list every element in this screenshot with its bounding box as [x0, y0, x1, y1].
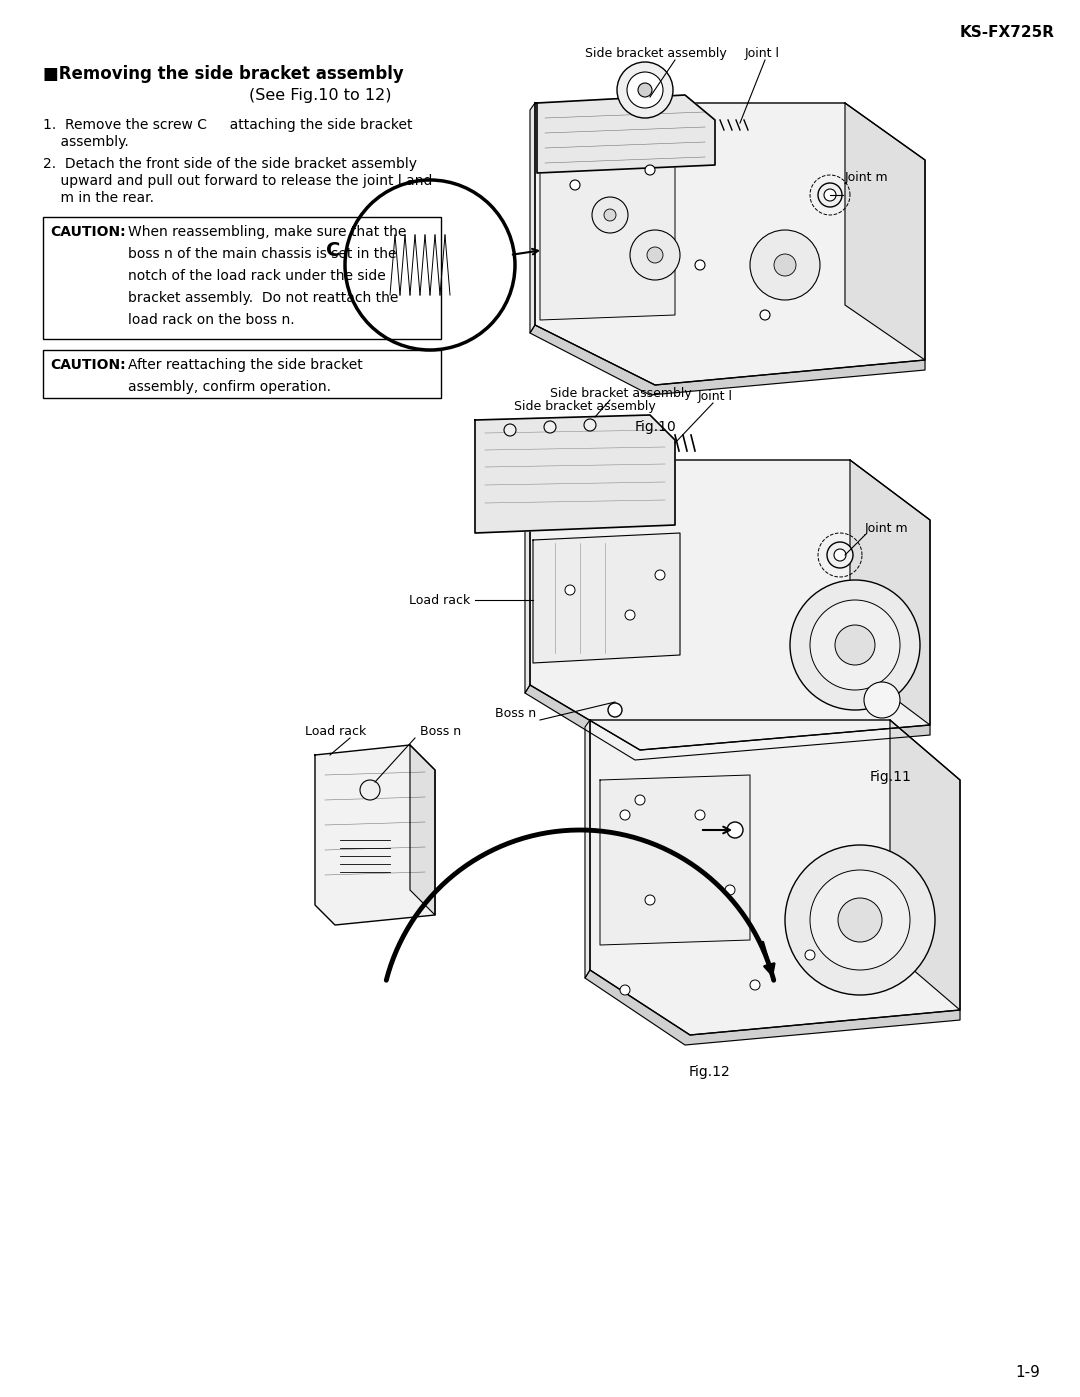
Polygon shape: [475, 415, 675, 534]
Polygon shape: [410, 745, 435, 915]
Polygon shape: [315, 745, 435, 925]
Circle shape: [592, 197, 627, 233]
Text: Fig.10: Fig.10: [634, 420, 676, 434]
Circle shape: [604, 210, 616, 221]
Circle shape: [504, 425, 516, 436]
Text: Boss n: Boss n: [420, 725, 461, 738]
Circle shape: [696, 260, 705, 270]
Text: Fig.11: Fig.11: [870, 770, 912, 784]
Circle shape: [654, 570, 665, 580]
Text: KS-FX725R: KS-FX725R: [960, 25, 1055, 41]
Polygon shape: [590, 719, 960, 1035]
Circle shape: [360, 780, 380, 800]
Text: Load rack: Load rack: [305, 725, 366, 738]
Text: After reattaching the side bracket: After reattaching the side bracket: [129, 358, 363, 372]
Text: CAUTION:: CAUTION:: [50, 225, 125, 239]
Text: bracket assembly.  Do not reattach the: bracket assembly. Do not reattach the: [129, 291, 399, 305]
Circle shape: [805, 950, 815, 960]
Polygon shape: [600, 775, 750, 944]
Text: ■Removing the side bracket assembly: ■Removing the side bracket assembly: [43, 66, 404, 82]
Text: assembly.: assembly.: [43, 136, 129, 149]
Polygon shape: [530, 460, 930, 750]
Circle shape: [544, 420, 556, 433]
Circle shape: [827, 542, 853, 569]
Text: 1-9: 1-9: [1015, 1365, 1040, 1380]
Circle shape: [834, 549, 846, 562]
Circle shape: [785, 845, 935, 995]
Circle shape: [647, 247, 663, 263]
Text: load rack on the boss n.: load rack on the boss n.: [129, 313, 295, 327]
Polygon shape: [540, 161, 675, 320]
Circle shape: [645, 895, 654, 905]
Circle shape: [750, 981, 760, 990]
Circle shape: [620, 985, 630, 995]
Circle shape: [810, 599, 900, 690]
Polygon shape: [525, 685, 930, 760]
Text: When reassembling, make sure that the: When reassembling, make sure that the: [129, 225, 406, 239]
Circle shape: [760, 310, 770, 320]
Text: Joint m: Joint m: [865, 522, 908, 535]
Circle shape: [696, 810, 705, 820]
Circle shape: [630, 231, 680, 279]
Text: Boss n: Boss n: [495, 707, 536, 719]
Text: (See Fig.10 to 12): (See Fig.10 to 12): [248, 88, 391, 103]
Circle shape: [824, 189, 836, 201]
Polygon shape: [525, 460, 530, 693]
Circle shape: [627, 73, 663, 108]
Circle shape: [625, 610, 635, 620]
Circle shape: [620, 810, 630, 820]
Circle shape: [584, 419, 596, 432]
Polygon shape: [537, 95, 715, 173]
Circle shape: [774, 254, 796, 277]
Circle shape: [818, 183, 842, 207]
Text: 2.  Detach the front side of the side bracket assembly: 2. Detach the front side of the side bra…: [43, 156, 417, 170]
Circle shape: [838, 898, 882, 942]
Text: CAUTION:: CAUTION:: [50, 358, 125, 372]
Text: assembly, confirm operation.: assembly, confirm operation.: [129, 380, 330, 394]
Text: C: C: [326, 240, 340, 260]
Circle shape: [727, 821, 743, 838]
Circle shape: [570, 180, 580, 190]
Circle shape: [608, 703, 622, 717]
Circle shape: [635, 795, 645, 805]
Circle shape: [750, 231, 820, 300]
Circle shape: [645, 165, 654, 175]
Polygon shape: [845, 103, 924, 360]
Circle shape: [789, 580, 920, 710]
Circle shape: [617, 61, 673, 117]
Text: Load rack: Load rack: [408, 594, 470, 606]
Polygon shape: [850, 460, 930, 725]
Polygon shape: [585, 719, 590, 978]
Text: upward and pull out forward to release the joint l and: upward and pull out forward to release t…: [43, 175, 432, 189]
Text: Joint m: Joint m: [845, 172, 889, 184]
Text: 1.  Remove the screw C   attaching the side bracket: 1. Remove the screw C attaching the side…: [43, 117, 413, 131]
Text: Joint l: Joint l: [745, 47, 780, 60]
Polygon shape: [535, 103, 924, 386]
Text: boss n of the main chassis is set in the: boss n of the main chassis is set in the: [129, 247, 396, 261]
Circle shape: [864, 682, 900, 718]
Circle shape: [638, 82, 652, 96]
Bar: [43, 351, 441, 398]
Circle shape: [725, 886, 735, 895]
Polygon shape: [890, 719, 960, 1010]
Circle shape: [565, 585, 575, 595]
Text: Side bracket assembly: Side bracket assembly: [585, 47, 727, 60]
Circle shape: [835, 624, 875, 665]
Text: m in the rear.: m in the rear.: [43, 191, 154, 205]
Text: Joint l: Joint l: [698, 390, 733, 402]
Polygon shape: [585, 970, 960, 1045]
Polygon shape: [530, 103, 535, 332]
Text: Side bracket assembly: Side bracket assembly: [550, 387, 692, 400]
Circle shape: [810, 870, 910, 970]
Text: Fig.12: Fig.12: [689, 1065, 731, 1078]
Text: Side bracket assembly: Side bracket assembly: [514, 400, 656, 414]
Text: notch of the load rack under the side: notch of the load rack under the side: [129, 270, 386, 284]
Bar: [43, 217, 441, 339]
Polygon shape: [534, 534, 680, 664]
Polygon shape: [530, 326, 924, 395]
